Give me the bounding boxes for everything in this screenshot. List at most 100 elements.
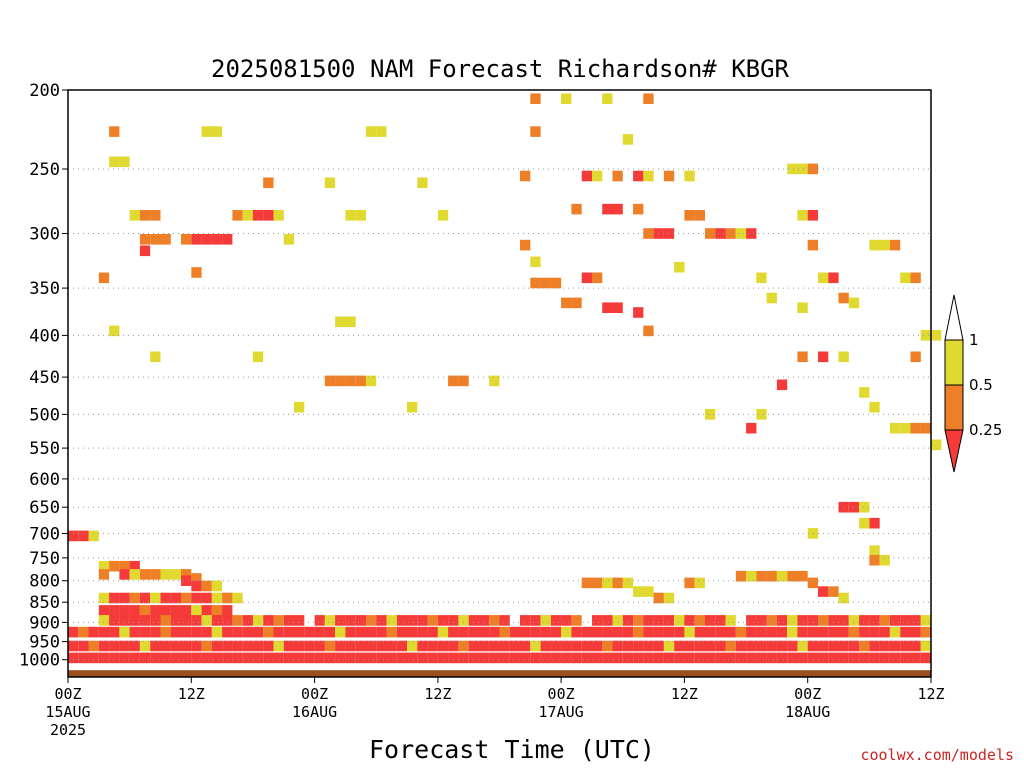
ri-cell — [746, 626, 757, 638]
ri-cell — [365, 652, 377, 664]
ri-cell — [694, 640, 705, 652]
ri-cell — [335, 316, 346, 328]
y-tick-label: 600 — [29, 470, 60, 490]
ri-cell — [807, 163, 818, 175]
ri-cell — [139, 640, 151, 652]
ri-cell — [191, 580, 202, 592]
ri-cell — [592, 640, 603, 652]
ri-cell — [694, 210, 705, 221]
ri-cell — [139, 615, 151, 626]
ri-cell — [612, 626, 623, 638]
ri-cell — [797, 626, 808, 638]
legend-label: 0.25 — [969, 421, 1002, 439]
ri-cell — [859, 652, 870, 664]
ri-cell — [530, 93, 541, 104]
ri-cell — [663, 228, 675, 239]
ri-cell — [324, 375, 336, 387]
ri-cell — [263, 615, 274, 626]
ri-cell — [756, 272, 767, 284]
ri-cell — [252, 210, 264, 221]
ri-cell — [314, 640, 325, 652]
ri-cell — [900, 626, 911, 638]
ri-cell — [766, 570, 777, 582]
ri-cell — [807, 528, 818, 539]
ri-cell — [396, 615, 408, 626]
ri-cell — [150, 210, 161, 221]
ri-cell — [232, 652, 243, 664]
ri-cell — [294, 615, 305, 626]
ri-cell — [776, 615, 788, 626]
x-tick-label: 12Z — [178, 685, 205, 703]
ri-cell — [314, 652, 325, 664]
ri-cell — [448, 626, 459, 638]
ri-cell — [417, 626, 428, 638]
ri-cell — [592, 170, 603, 182]
ri-cell — [98, 569, 110, 580]
ri-cell — [201, 234, 212, 245]
ri-cell — [109, 626, 120, 638]
ri-cell — [633, 626, 644, 638]
ri-cell — [181, 605, 192, 616]
ri-cell — [859, 517, 870, 529]
ri-cell — [437, 652, 449, 664]
ri-cell — [181, 626, 192, 638]
ri-cell — [396, 652, 408, 664]
ri-cell — [550, 277, 562, 289]
ri-cell — [838, 615, 849, 626]
ri-cell — [540, 615, 551, 626]
ri-cell — [602, 626, 613, 638]
ri-cell — [273, 210, 284, 221]
ri-cell — [653, 592, 664, 604]
ri-cell — [283, 234, 295, 245]
x-tick-label: 12Z — [917, 685, 944, 703]
ri-cell — [581, 170, 592, 182]
ri-cell — [191, 592, 202, 604]
ri-cell — [335, 652, 346, 664]
ri-cell — [160, 605, 171, 616]
ri-cell — [427, 626, 438, 638]
ri-cell — [807, 615, 818, 626]
ri-cell — [622, 577, 634, 589]
ri-cell — [314, 626, 325, 638]
ri-cell — [797, 210, 808, 221]
ri-cell — [201, 652, 212, 664]
ri-cell — [499, 626, 510, 638]
ri-cell — [746, 615, 757, 626]
ri-cell — [715, 615, 726, 626]
ri-cell — [139, 245, 151, 257]
ri-cell — [838, 351, 849, 363]
ri-cell — [345, 316, 356, 328]
ri-cell — [797, 570, 808, 582]
ri-cell — [838, 640, 849, 652]
ri-cell — [889, 626, 901, 638]
ri-cell — [150, 592, 161, 604]
ri-cell — [170, 569, 181, 580]
ri-cell — [191, 652, 202, 664]
ri-cell — [530, 652, 541, 664]
ri-cell — [139, 605, 151, 616]
ri-cell — [561, 93, 572, 104]
ri-cell — [211, 605, 223, 616]
y-tick-label: 1000 — [19, 651, 60, 671]
ri-cell — [859, 615, 870, 626]
ri-cell — [581, 626, 592, 638]
color-legend: 1 0.5 0.25 — [944, 294, 1002, 473]
ri-cell — [663, 615, 675, 626]
ri-cell — [150, 234, 161, 245]
ri-cell — [139, 569, 151, 580]
ri-cell — [592, 577, 603, 589]
ri-cell — [139, 652, 151, 664]
ri-cell — [879, 239, 890, 251]
ri-cell — [787, 626, 798, 638]
ri-cell — [828, 586, 839, 597]
ri-cell — [807, 626, 818, 638]
ri-cell — [181, 575, 192, 586]
ri-cell — [98, 626, 110, 638]
ri-cell — [417, 177, 428, 189]
y-tick-label: 900 — [29, 613, 60, 633]
ri-cell — [920, 615, 931, 626]
ri-cell — [735, 570, 747, 582]
ri-cell — [355, 640, 366, 652]
ri-cell — [109, 640, 120, 652]
y-tick-label: 350 — [29, 279, 60, 299]
